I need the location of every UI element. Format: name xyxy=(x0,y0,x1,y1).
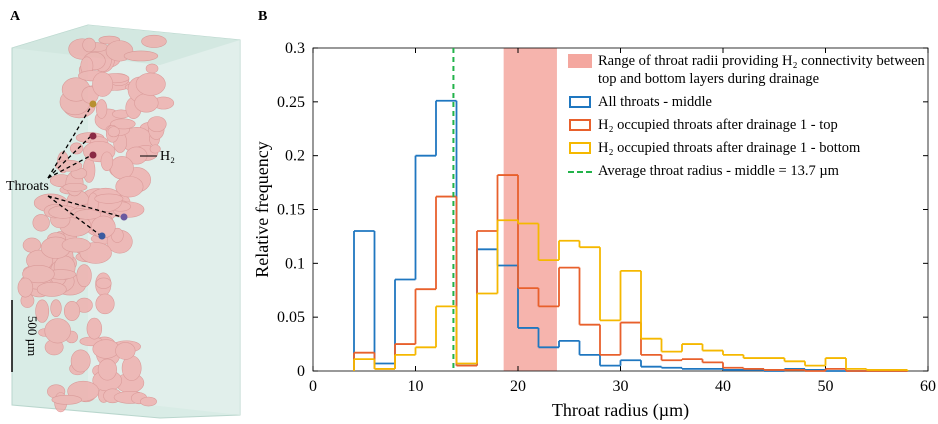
pore-blob xyxy=(61,237,91,253)
pore-blob xyxy=(135,72,166,96)
y-tick-label: 0.25 xyxy=(277,94,305,111)
legend-key xyxy=(568,54,592,68)
y-tick-label: 0 xyxy=(297,363,305,380)
pore-blob xyxy=(86,317,103,340)
series xyxy=(353,174,908,372)
pore-blob xyxy=(63,301,81,321)
pore-blob xyxy=(94,193,124,204)
y-tick-label: 0.3 xyxy=(285,40,305,57)
legend-entry: H₂ occupied throats after drainage 1 - t… xyxy=(568,116,930,134)
pore-blob xyxy=(145,63,159,74)
pore-blob xyxy=(115,342,136,360)
pore-blob xyxy=(92,71,114,97)
pore-blob xyxy=(69,142,84,155)
x-tick-label: 30 xyxy=(613,378,629,395)
legend-label: Range of throat radii providing H₂ conne… xyxy=(598,53,925,87)
pore-blob xyxy=(62,182,88,192)
pore-blob xyxy=(141,34,167,48)
pore-blob xyxy=(147,116,167,133)
y-tick-label: 0.1 xyxy=(285,255,305,272)
panel-label: B xyxy=(258,9,267,24)
legend-entry: Average throat radius - middle = 13.7 µm xyxy=(568,162,930,180)
pore-blob xyxy=(100,151,114,172)
pore-blob xyxy=(17,277,34,298)
x-tick-label: 50 xyxy=(818,378,834,395)
pore-blob xyxy=(70,349,91,373)
x-tick-label: 0 xyxy=(309,378,317,395)
x-tick-label: 60 xyxy=(920,378,936,395)
pore-blob xyxy=(109,156,134,180)
shaded-range xyxy=(503,48,557,371)
pore-blob xyxy=(95,293,115,315)
pore-blob xyxy=(22,264,55,284)
pore-blob xyxy=(123,50,159,62)
pore-blob xyxy=(36,282,67,297)
y-tick-label: 0.2 xyxy=(285,148,305,165)
annotation: Throats xyxy=(6,179,49,194)
panel-label: A xyxy=(10,9,21,24)
annotation: H₂ xyxy=(160,149,175,164)
pore-blob xyxy=(74,209,102,220)
pore-blob xyxy=(107,126,120,138)
pore-blob xyxy=(44,318,71,344)
legend-key xyxy=(568,164,592,178)
pore-blob xyxy=(76,264,92,288)
legend: Range of throat radii providing H₂ conne… xyxy=(568,52,930,185)
pore-blob xyxy=(97,358,117,381)
pore-blob xyxy=(35,299,50,323)
legend-label: H₂ occupied throats after drainage 1 - b… xyxy=(598,140,861,156)
legend-key xyxy=(568,118,592,132)
x-tick-label: 20 xyxy=(510,378,526,395)
scale-label: 500 µm xyxy=(25,316,40,356)
x-tick-label: 10 xyxy=(408,378,424,395)
pore-blob xyxy=(139,396,157,407)
series xyxy=(353,219,909,371)
legend-label: All throats - middle xyxy=(598,94,712,110)
y-tick-label: 0.15 xyxy=(277,202,305,219)
pore-blob xyxy=(51,394,82,405)
legend-entry: Range of throat radii providing H₂ conne… xyxy=(568,52,930,88)
pore-blob xyxy=(32,214,50,232)
legend-key xyxy=(568,95,592,109)
y-tick-label: 0.05 xyxy=(277,309,305,326)
throat-arrows xyxy=(47,104,123,236)
pore-blob xyxy=(134,93,159,113)
pore-blob xyxy=(50,299,62,317)
x-axis-label: Throat radius (µm) xyxy=(552,400,689,421)
pore-blob xyxy=(95,99,108,119)
pore-blob xyxy=(95,277,112,289)
panel-a: A Throats H₂ 500 µm xyxy=(6,9,241,419)
pore-blob xyxy=(110,118,136,130)
legend-label: H₂ occupied throats after drainage 1 - t… xyxy=(598,117,838,133)
legend-entry: H₂ occupied throats after drainage 1 - b… xyxy=(568,139,930,157)
pore-blob xyxy=(115,176,144,198)
y-axis-label: Relative frequency xyxy=(252,141,272,277)
legend-key xyxy=(568,141,592,155)
pore-blob xyxy=(149,144,161,154)
legend-entry: All throats - middle xyxy=(568,93,930,111)
pore-blob xyxy=(82,37,96,53)
pore-blob xyxy=(92,339,120,359)
legend-label: Average throat radius - middle = 13.7 µm xyxy=(598,163,839,179)
pore-blob xyxy=(55,159,83,172)
x-tick-label: 40 xyxy=(715,378,731,395)
